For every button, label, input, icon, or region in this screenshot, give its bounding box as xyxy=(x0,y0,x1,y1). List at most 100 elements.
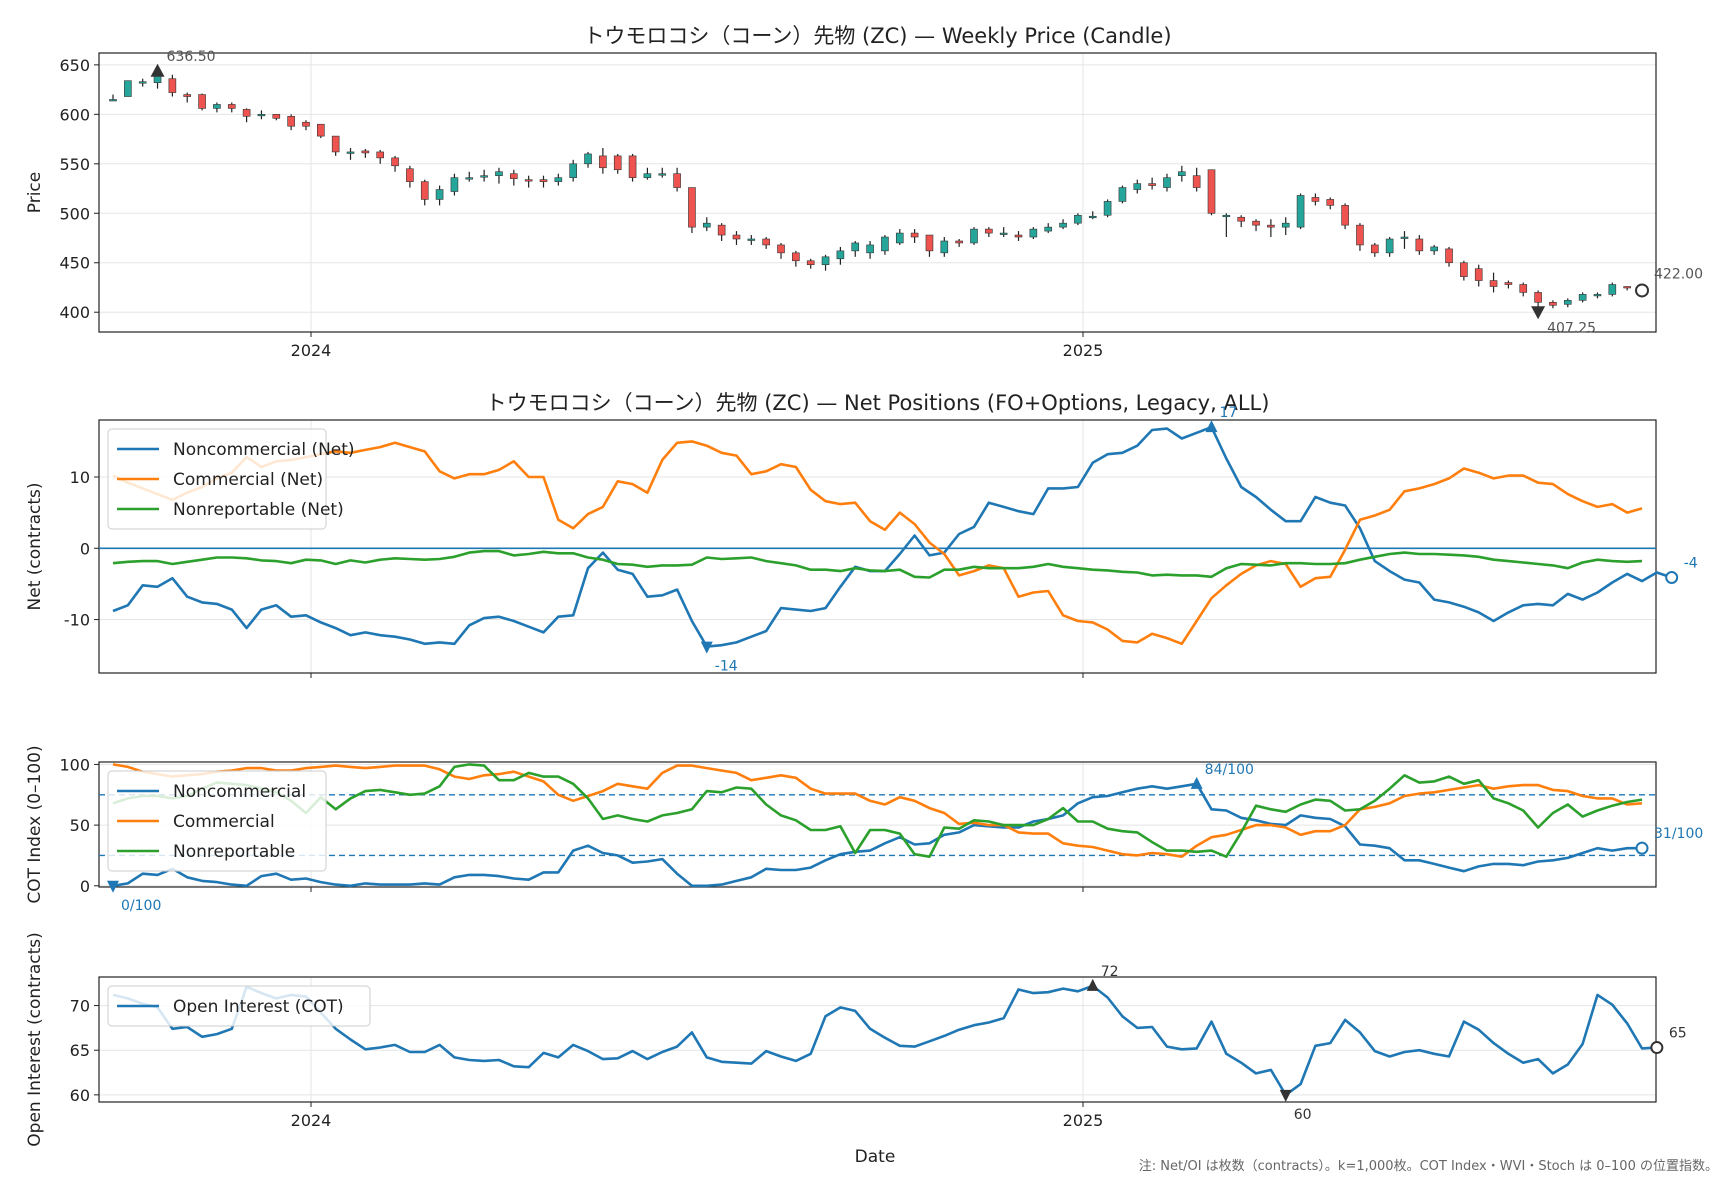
candle-body xyxy=(1178,171,1186,176)
legend-box xyxy=(107,428,327,530)
candle-body xyxy=(910,232,919,238)
min-marker xyxy=(1279,1089,1292,1102)
candle-body xyxy=(762,238,770,246)
candle-body xyxy=(346,151,355,154)
candle-body xyxy=(1608,284,1617,295)
candle-body xyxy=(109,99,117,102)
x-tick-label: 2025 xyxy=(1063,341,1104,360)
candle-body xyxy=(257,114,266,117)
last-annotation: 65 xyxy=(1669,1026,1687,1042)
candle-body xyxy=(480,175,488,178)
min-marker xyxy=(1531,306,1546,320)
candle-body xyxy=(287,116,295,127)
max-annotation: 72 xyxy=(1101,964,1119,980)
candle-body xyxy=(1474,268,1483,281)
min-marker xyxy=(107,880,119,893)
last-annotation: -4 xyxy=(1684,556,1698,572)
y-tick-label: 100 xyxy=(59,755,90,774)
candle-body xyxy=(985,228,993,234)
candle-body xyxy=(1311,197,1320,202)
candle-body xyxy=(1088,215,1097,219)
max-annotation: 636.50 xyxy=(167,49,216,65)
y-tick-label: -10 xyxy=(64,611,90,630)
legend-box xyxy=(107,985,371,1027)
candle-body xyxy=(970,228,978,244)
candle-body xyxy=(747,238,756,241)
candle-body xyxy=(1400,236,1409,239)
legend-entry: Commercial xyxy=(173,812,275,832)
cot-index-panel: 0 50 100 COT Index (0–100) 84/100 0/100 31/100… xyxy=(25,745,1703,913)
plot-frame xyxy=(98,761,1657,888)
y-axis-label: COT Index (0–100) xyxy=(25,745,45,903)
y-tick-label: 0 xyxy=(80,539,90,558)
candle-body xyxy=(1148,183,1156,186)
x-axis-label: Date xyxy=(855,1147,896,1167)
candle-body xyxy=(1356,224,1364,246)
y-axis-label: Open Interest (contracts) xyxy=(25,932,45,1146)
open-interest-panel: 60 65 70 2024 2025 Open Interest (contracts) 7… xyxy=(25,932,1687,1146)
last-value-marker xyxy=(1635,283,1649,298)
legend-entry: Open Interest (COT) xyxy=(173,997,344,1017)
legend-entry: Noncommercial xyxy=(173,782,306,802)
candle-body xyxy=(1578,294,1587,301)
candle-body xyxy=(272,114,281,119)
candle-body xyxy=(524,179,533,182)
plot-frame xyxy=(98,419,1657,674)
last-value-marker xyxy=(1665,571,1679,585)
candle-body xyxy=(717,224,726,236)
candle-body xyxy=(777,244,785,254)
max-marker xyxy=(150,63,165,77)
candle-body xyxy=(124,80,132,97)
series-line xyxy=(112,984,1657,1097)
candle-body xyxy=(599,155,607,169)
candle-body xyxy=(1237,216,1245,222)
footnote: 注: Net/OI は枚数（contracts）。k=1,000枚。COT In… xyxy=(1139,1159,1718,1174)
chart-title: トウモロコシ（コーン）先物 (ZC) — Weekly Price (Candl… xyxy=(583,24,1171,48)
candle-body xyxy=(1623,286,1631,289)
y-tick-label: 0 xyxy=(80,877,90,896)
candle-body xyxy=(554,177,563,182)
candle-body xyxy=(1504,282,1513,285)
y-axis-label: Price xyxy=(25,172,45,213)
legend-entry: Nonreportable xyxy=(173,842,295,862)
last-annotation: 31/100 xyxy=(1654,826,1703,842)
candle-body xyxy=(495,171,503,176)
candle-body xyxy=(1415,238,1424,252)
candle-body xyxy=(183,94,192,97)
max-marker xyxy=(1205,420,1218,433)
series-line xyxy=(112,782,1642,888)
y-tick-label: 50 xyxy=(70,816,90,835)
candle-body xyxy=(1563,300,1572,305)
y-tick-label: 550 xyxy=(59,155,90,174)
candle-body xyxy=(435,189,444,200)
series-line xyxy=(112,549,1643,579)
y-tick-label: 600 xyxy=(59,105,90,124)
y-axis-label: Net (contracts) xyxy=(25,483,45,611)
chart-title: トウモロコシ（コーン）先物 (ZC) — Net Positions (FO+O… xyxy=(486,391,1270,415)
max-marker xyxy=(1086,978,1099,991)
candle-body xyxy=(1296,195,1305,228)
candle-body xyxy=(1385,238,1394,254)
candle-body xyxy=(613,155,622,171)
legend-entry: Nonreportable (Net) xyxy=(173,500,344,520)
series-line xyxy=(112,425,1673,648)
candle-body xyxy=(1341,205,1349,226)
y-tick-label: 60 xyxy=(70,1086,90,1105)
candle-body xyxy=(1103,201,1112,216)
candle-body xyxy=(836,250,845,260)
candle-body xyxy=(702,222,711,228)
price-panel: 400 450 500 550 600 650 2024 2025 トウモロコシ（コーン）先物 … xyxy=(25,24,1703,360)
candle-body xyxy=(1460,262,1468,277)
candle-body xyxy=(138,81,147,84)
series-line xyxy=(112,763,1643,858)
candle-body xyxy=(643,173,652,178)
candle-body xyxy=(999,232,1008,235)
candle-body xyxy=(658,173,667,176)
legend-entry: Noncommercial (Net) xyxy=(173,440,355,460)
candle-body xyxy=(851,242,860,252)
candle-body xyxy=(1326,199,1335,206)
candle-body xyxy=(510,173,518,179)
candle-body xyxy=(213,104,221,109)
candle-body xyxy=(302,121,310,127)
candle-body xyxy=(1281,222,1290,228)
